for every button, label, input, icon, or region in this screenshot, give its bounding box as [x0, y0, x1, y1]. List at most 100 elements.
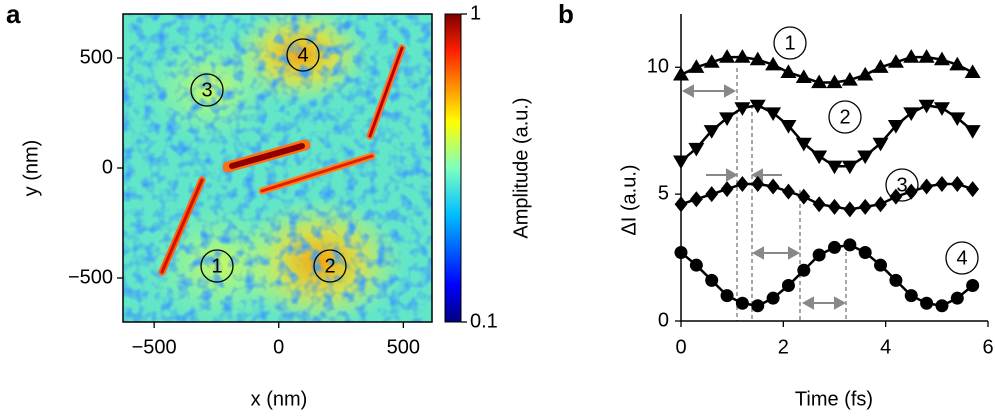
annotation-circle: [773, 26, 807, 60]
marker: [949, 112, 966, 127]
marker: [964, 125, 981, 139]
marker: [964, 64, 981, 78]
y-axis-label: ΔI (a.u.): [618, 164, 640, 235]
marker: [689, 258, 703, 272]
marker: [904, 289, 918, 303]
marker: [918, 49, 935, 63]
marker: [841, 160, 858, 175]
colorbar-tick-label: 0.1: [470, 310, 498, 332]
marker: [872, 59, 889, 73]
annotation: 1: [784, 32, 795, 54]
annotation-circle: [885, 168, 919, 202]
marker: [841, 71, 858, 86]
x-tick-label: 2: [778, 336, 789, 358]
x-tick-label: 0: [273, 336, 284, 358]
marker: [720, 289, 734, 303]
marker: [828, 240, 841, 254]
annotation: 3: [201, 79, 212, 101]
x-tick-label: 500: [387, 336, 420, 358]
annotation-circle: [200, 249, 234, 283]
colorbar-tick-label: 1: [470, 2, 481, 24]
marker: [826, 74, 843, 89]
marker: [826, 160, 843, 175]
annotation: 4: [956, 247, 967, 269]
marker: [795, 137, 812, 152]
marker: [749, 51, 766, 66]
marker: [734, 49, 751, 63]
y-axis-label: y (nm): [20, 140, 42, 197]
marker: [780, 64, 797, 78]
marker: [703, 125, 720, 139]
marker: [673, 155, 689, 170]
marker: [872, 137, 889, 152]
annotation: 1: [211, 255, 222, 277]
x-tick-label: 6: [982, 336, 993, 358]
marker: [920, 296, 934, 310]
y-tick-label: 0: [658, 309, 669, 331]
x-tick-label: −500: [132, 336, 177, 358]
marker: [795, 69, 812, 84]
marker: [797, 263, 811, 277]
marker: [966, 278, 980, 292]
marker: [736, 175, 749, 192]
marker: [811, 150, 828, 165]
marker: [843, 201, 857, 218]
marker: [734, 102, 751, 116]
panel-label: b: [558, 0, 574, 29]
marker: [780, 120, 797, 134]
marker: [812, 248, 826, 262]
marker: [751, 175, 765, 192]
colorbar: [444, 13, 462, 323]
marker: [703, 54, 720, 68]
y-tick-label: 0: [102, 156, 113, 178]
marker: [874, 196, 887, 213]
marker: [920, 178, 933, 195]
marker: [933, 102, 950, 116]
annotation-circle: [313, 249, 347, 283]
y-tick-label: 10: [647, 56, 669, 78]
marker: [705, 273, 719, 287]
annotation-circle: [190, 73, 224, 107]
y-tick-label: 500: [80, 46, 113, 68]
marker: [812, 196, 826, 213]
marker: [903, 49, 920, 63]
marker: [673, 66, 689, 81]
annotation: 4: [297, 44, 308, 66]
marker: [797, 188, 811, 205]
annotation: 2: [839, 106, 850, 128]
y-tick-label: −500: [68, 266, 113, 288]
marker: [688, 59, 705, 73]
marker: [828, 198, 841, 215]
marker: [874, 258, 888, 272]
marker: [782, 183, 795, 200]
marker: [766, 178, 780, 195]
annotation-circle: [828, 100, 862, 134]
marker: [765, 107, 782, 121]
delay-arrows: [681, 84, 847, 310]
amplitude-map: [123, 14, 432, 322]
marker: [720, 181, 734, 198]
marker: [705, 186, 719, 203]
marker: [903, 107, 920, 121]
annotation: 2: [324, 255, 335, 277]
marker: [749, 99, 766, 114]
annotation: 3: [896, 174, 907, 196]
marker: [887, 54, 904, 68]
colorbar-label: Amplitude (a.u.): [510, 97, 532, 238]
panel-label: a: [6, 0, 21, 29]
marker: [674, 245, 688, 259]
annotation-circle: [286, 38, 320, 72]
x-tick-label: 0: [675, 336, 686, 358]
marker: [719, 112, 736, 127]
marker: [935, 299, 949, 313]
marker: [765, 56, 782, 71]
marker: [950, 291, 964, 305]
marker: [935, 175, 949, 192]
marker: [843, 238, 857, 252]
marker: [688, 142, 705, 157]
marker: [674, 196, 688, 213]
marker: [751, 299, 765, 313]
marker: [950, 175, 964, 192]
x-tick-label: 4: [880, 336, 891, 358]
